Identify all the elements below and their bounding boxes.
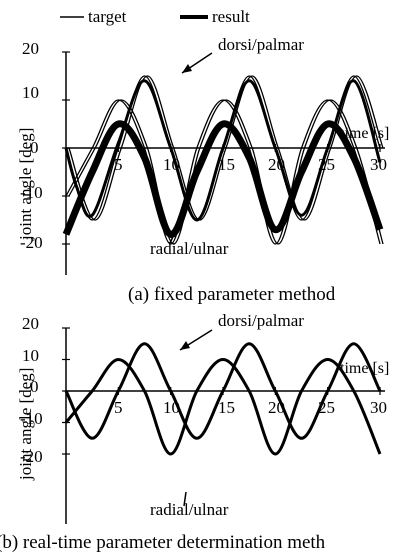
ytick-label-b-10: 10	[22, 346, 39, 365]
ytick-label-a-m10: -10	[20, 183, 43, 202]
xtick-label-a-30: 30	[370, 155, 387, 174]
annotation-dorsi-palmar-b: dorsi/palmar	[218, 311, 304, 330]
series-line-a-target-radial-ulnar-outline	[68, 99, 384, 245]
series-line-b-result-dorsi-palmar	[64, 342, 382, 440]
series-line-b-result-radial-ulnar	[64, 358, 382, 456]
ytick-label-a-20: 20	[22, 39, 39, 58]
series-a	[62, 75, 384, 245]
ytick-label-a-m20: -20	[20, 233, 43, 252]
xtick-label-a-15: 15	[218, 155, 235, 174]
xtick-label-a-5: 5	[114, 155, 123, 174]
xtick-label-a-10: 10	[163, 155, 180, 174]
xtick-label-b-30: 30	[370, 398, 387, 417]
ytick-label-a-0: 0	[30, 138, 39, 157]
series-line-a-target-dorsi-palmar-outline	[68, 75, 384, 221]
arrowhead-dorsi-palmar-a	[182, 64, 192, 73]
series-line-a-result-radial-ulnar	[62, 120, 384, 238]
series-line-a-target-radial-ulnar	[65, 99, 381, 245]
annotation-radial-ulnar-b: radial/ulnar	[150, 500, 229, 519]
xtick-label-a-20: 20	[268, 155, 285, 174]
arrow-radial-ulnar-a	[169, 225, 179, 244]
xtick-label-b-15: 15	[218, 398, 235, 417]
y-axis-label-a: joint angle [deg]	[16, 128, 35, 241]
arrow-radial-ulnar-b	[183, 491, 187, 507]
xtick-label-b-10: 10	[163, 398, 180, 417]
x-axis-label-a: time [s]	[340, 125, 389, 142]
ytick-label-b-0: 0	[30, 377, 39, 396]
legend-target-label: target	[88, 7, 127, 26]
ytick-label-b-m10: -10	[20, 409, 43, 428]
chart-panel-b: 20 10 0 -10 -20 5 10 15 20 25 30 time [s…	[0, 311, 389, 553]
series-line-a-result-dorsi-palmar	[64, 79, 382, 222]
legend-result-label: result	[212, 7, 250, 26]
annotation-dorsi-palmar-a: dorsi/palmar	[218, 35, 304, 54]
annotation-radial-ulnar-a: radial/ulnar	[150, 239, 229, 258]
xtick-label-b-25: 25	[318, 398, 335, 417]
caption-b: (b) real-time parameter determination me…	[0, 532, 326, 553]
ytick-label-b-m20: -20	[20, 447, 43, 466]
y-axis-label-b: joint angle [deg]	[16, 368, 35, 481]
xtick-label-b-20: 20	[268, 398, 285, 417]
arrowhead-dorsi-palmar-b	[180, 341, 190, 350]
ytick-label-b-20: 20	[22, 314, 39, 333]
xtick-label-a-25: 25	[318, 155, 335, 174]
ytick-label-a-10: 10	[22, 83, 39, 102]
chart-panel-a: 20 10 0 -10 -20 5 10 15 20 25 30 time [s…	[16, 35, 389, 305]
series-b	[64, 342, 382, 456]
xtick-label-b-5: 5	[114, 398, 123, 417]
x-axis-label-b: time [s]	[340, 360, 389, 377]
caption-a: (a) fixed parameter method	[128, 284, 336, 305]
legend: target result	[60, 7, 250, 26]
